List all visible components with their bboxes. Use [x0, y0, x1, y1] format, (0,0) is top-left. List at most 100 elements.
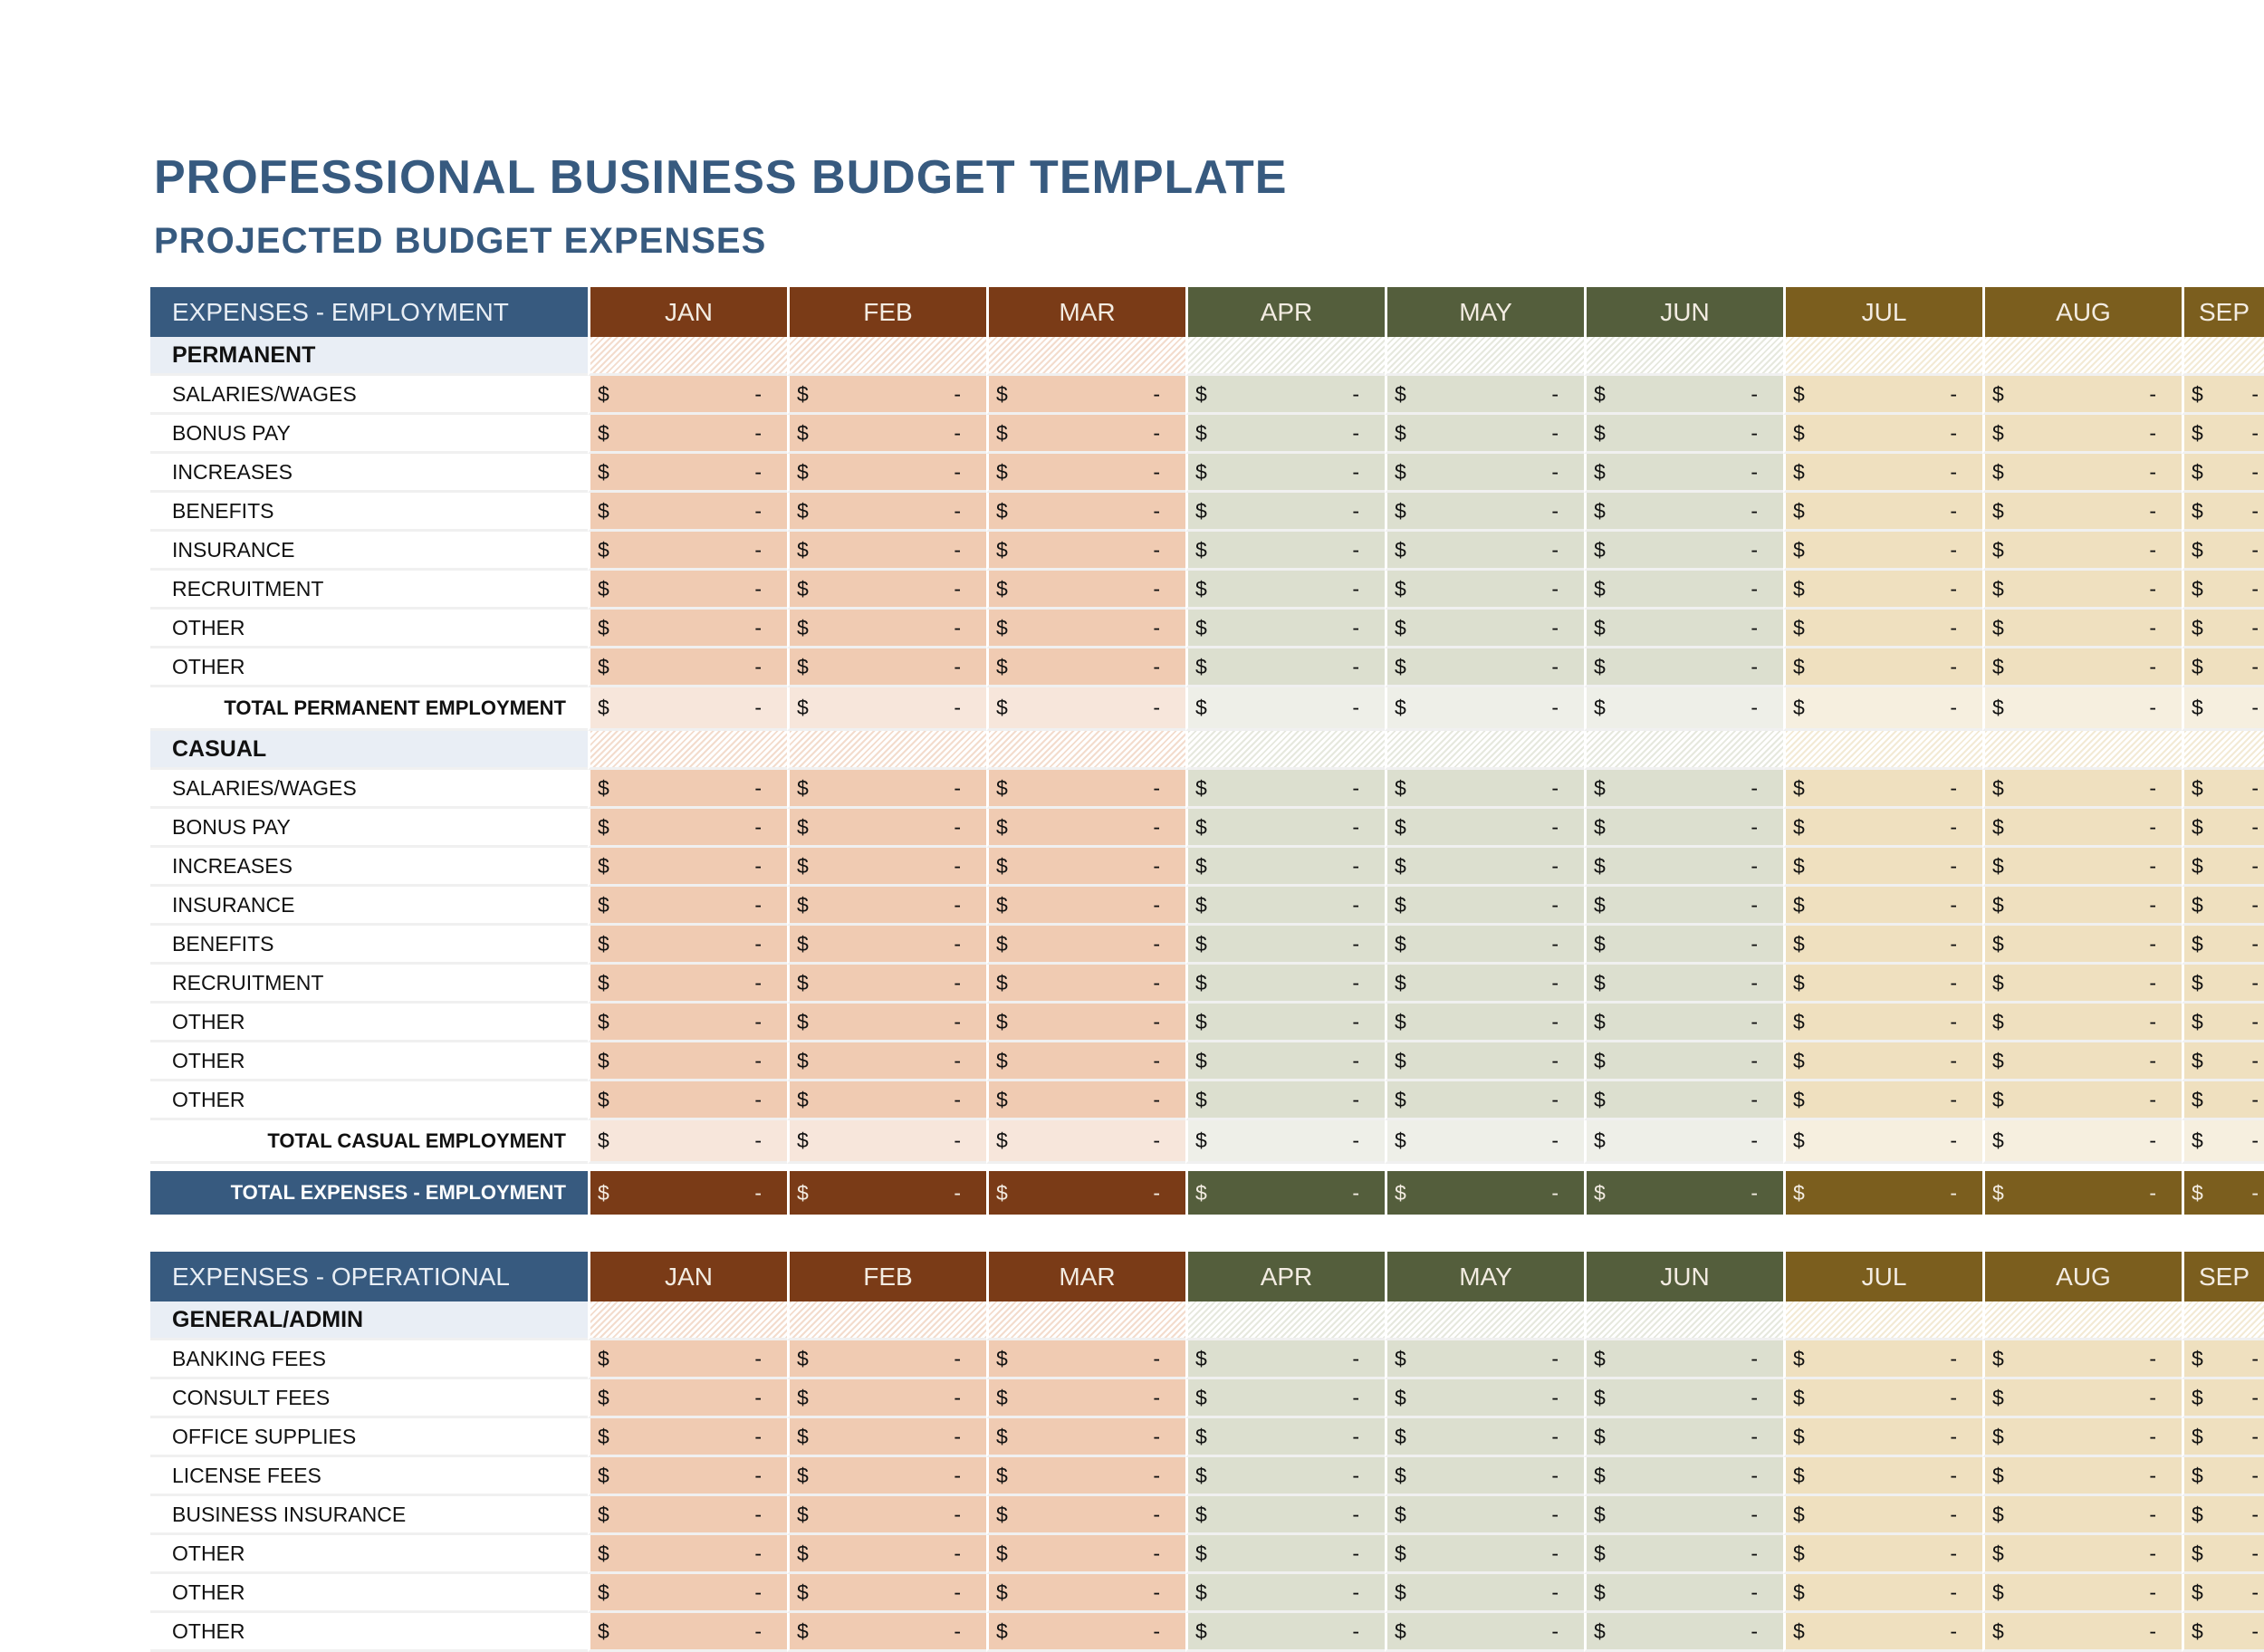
value-cell[interactable]: $ -: [1584, 1496, 1783, 1535]
value-cell[interactable]: $ -: [588, 1418, 787, 1457]
value-cell[interactable]: $ -: [1783, 1379, 1982, 1418]
value-cell[interactable]: $ -: [1783, 610, 1982, 648]
value-cell[interactable]: $ -: [787, 1004, 986, 1042]
value-cell[interactable]: $ -: [986, 1535, 1185, 1574]
value-cell[interactable]: $ -: [2182, 965, 2264, 1004]
value-cell[interactable]: $ -: [1982, 1379, 2182, 1418]
value-cell[interactable]: $ -: [2182, 1120, 2264, 1164]
value-cell[interactable]: $ -: [1185, 454, 1385, 493]
value-cell[interactable]: $ -: [1982, 610, 2182, 648]
value-cell[interactable]: $ -: [787, 848, 986, 887]
value-cell[interactable]: $ -: [1584, 809, 1783, 848]
value-cell[interactable]: $ -: [588, 1496, 787, 1535]
value-cell[interactable]: $ -: [1185, 532, 1385, 571]
value-cell[interactable]: $ -: [1185, 1379, 1385, 1418]
value-cell[interactable]: $ -: [986, 571, 1185, 610]
value-cell[interactable]: $ -: [1982, 1457, 2182, 1496]
value-cell[interactable]: $ -: [1584, 1081, 1783, 1120]
value-cell[interactable]: $ -: [1783, 1535, 1982, 1574]
value-cell[interactable]: $ -: [2182, 610, 2264, 648]
value-cell[interactable]: $ -: [588, 454, 787, 493]
value-cell[interactable]: $ -: [787, 926, 986, 965]
value-cell[interactable]: $ -: [2182, 493, 2264, 532]
value-cell[interactable]: $ -: [1584, 1171, 1783, 1215]
value-cell[interactable]: $ -: [1783, 848, 1982, 887]
value-cell[interactable]: $ -: [1584, 610, 1783, 648]
value-cell[interactable]: $ -: [787, 532, 986, 571]
value-cell[interactable]: $ -: [588, 1004, 787, 1042]
value-cell[interactable]: $ -: [1584, 1457, 1783, 1496]
value-cell[interactable]: $ -: [2182, 1081, 2264, 1120]
value-cell[interactable]: $ -: [1385, 571, 1584, 610]
value-cell[interactable]: $ -: [986, 1171, 1185, 1215]
value-cell[interactable]: $ -: [1385, 926, 1584, 965]
value-cell[interactable]: $ -: [588, 1574, 787, 1613]
value-cell[interactable]: $ -: [1982, 1535, 2182, 1574]
value-cell[interactable]: $ -: [787, 1120, 986, 1164]
value-cell[interactable]: $ -: [2182, 1340, 2264, 1379]
value-cell[interactable]: $ -: [986, 1340, 1185, 1379]
value-cell[interactable]: $ -: [1584, 376, 1783, 415]
value-cell[interactable]: $ -: [787, 1613, 986, 1652]
value-cell[interactable]: $ -: [1185, 809, 1385, 848]
value-cell[interactable]: $ -: [787, 1042, 986, 1081]
value-cell[interactable]: $ -: [588, 1379, 787, 1418]
value-cell[interactable]: $ -: [1783, 571, 1982, 610]
value-cell[interactable]: $ -: [1584, 454, 1783, 493]
value-cell[interactable]: $ -: [1385, 648, 1584, 687]
value-cell[interactable]: $ -: [1385, 1004, 1584, 1042]
value-cell[interactable]: $ -: [2182, 809, 2264, 848]
value-cell[interactable]: $ -: [787, 1457, 986, 1496]
value-cell[interactable]: $ -: [1584, 1418, 1783, 1457]
value-cell[interactable]: $ -: [1783, 1457, 1982, 1496]
value-cell[interactable]: $ -: [1385, 610, 1584, 648]
value-cell[interactable]: $ -: [2182, 687, 2264, 731]
value-cell[interactable]: $ -: [1783, 493, 1982, 532]
value-cell[interactable]: $ -: [1385, 1340, 1584, 1379]
value-cell[interactable]: $ -: [1385, 1457, 1584, 1496]
value-cell[interactable]: $ -: [2182, 926, 2264, 965]
value-cell[interactable]: $ -: [1185, 687, 1385, 731]
value-cell[interactable]: $ -: [2182, 1171, 2264, 1215]
value-cell[interactable]: $ -: [1185, 1120, 1385, 1164]
value-cell[interactable]: $ -: [787, 571, 986, 610]
value-cell[interactable]: $ -: [1783, 1340, 1982, 1379]
value-cell[interactable]: $ -: [2182, 887, 2264, 926]
value-cell[interactable]: $ -: [588, 376, 787, 415]
value-cell[interactable]: $ -: [588, 887, 787, 926]
value-cell[interactable]: $ -: [588, 1457, 787, 1496]
value-cell[interactable]: $ -: [1783, 965, 1982, 1004]
value-cell[interactable]: $ -: [2182, 376, 2264, 415]
value-cell[interactable]: $ -: [1584, 1379, 1783, 1418]
value-cell[interactable]: $ -: [2182, 1574, 2264, 1613]
value-cell[interactable]: $ -: [1584, 415, 1783, 454]
value-cell[interactable]: $ -: [1982, 770, 2182, 809]
value-cell[interactable]: $ -: [1783, 687, 1982, 731]
value-cell[interactable]: $ -: [1982, 687, 2182, 731]
value-cell[interactable]: $ -: [1385, 848, 1584, 887]
value-cell[interactable]: $ -: [787, 1535, 986, 1574]
value-cell[interactable]: $ -: [2182, 770, 2264, 809]
value-cell[interactable]: $ -: [986, 848, 1185, 887]
value-cell[interactable]: $ -: [1584, 648, 1783, 687]
value-cell[interactable]: $ -: [787, 493, 986, 532]
value-cell[interactable]: $ -: [1185, 1496, 1385, 1535]
value-cell[interactable]: $ -: [1385, 887, 1584, 926]
value-cell[interactable]: $ -: [1982, 532, 2182, 571]
value-cell[interactable]: $ -: [1783, 648, 1982, 687]
value-cell[interactable]: $ -: [1783, 1120, 1982, 1164]
value-cell[interactable]: $ -: [787, 887, 986, 926]
value-cell[interactable]: $ -: [1385, 1418, 1584, 1457]
value-cell[interactable]: $ -: [588, 848, 787, 887]
value-cell[interactable]: $ -: [1385, 376, 1584, 415]
value-cell[interactable]: $ -: [1385, 1042, 1584, 1081]
value-cell[interactable]: $ -: [1982, 809, 2182, 848]
value-cell[interactable]: $ -: [1385, 809, 1584, 848]
value-cell[interactable]: $ -: [986, 965, 1185, 1004]
value-cell[interactable]: $ -: [986, 1042, 1185, 1081]
value-cell[interactable]: $ -: [1783, 1613, 1982, 1652]
value-cell[interactable]: $ -: [1982, 1418, 2182, 1457]
value-cell[interactable]: $ -: [1783, 415, 1982, 454]
value-cell[interactable]: $ -: [787, 1340, 986, 1379]
value-cell[interactable]: $ -: [1982, 848, 2182, 887]
